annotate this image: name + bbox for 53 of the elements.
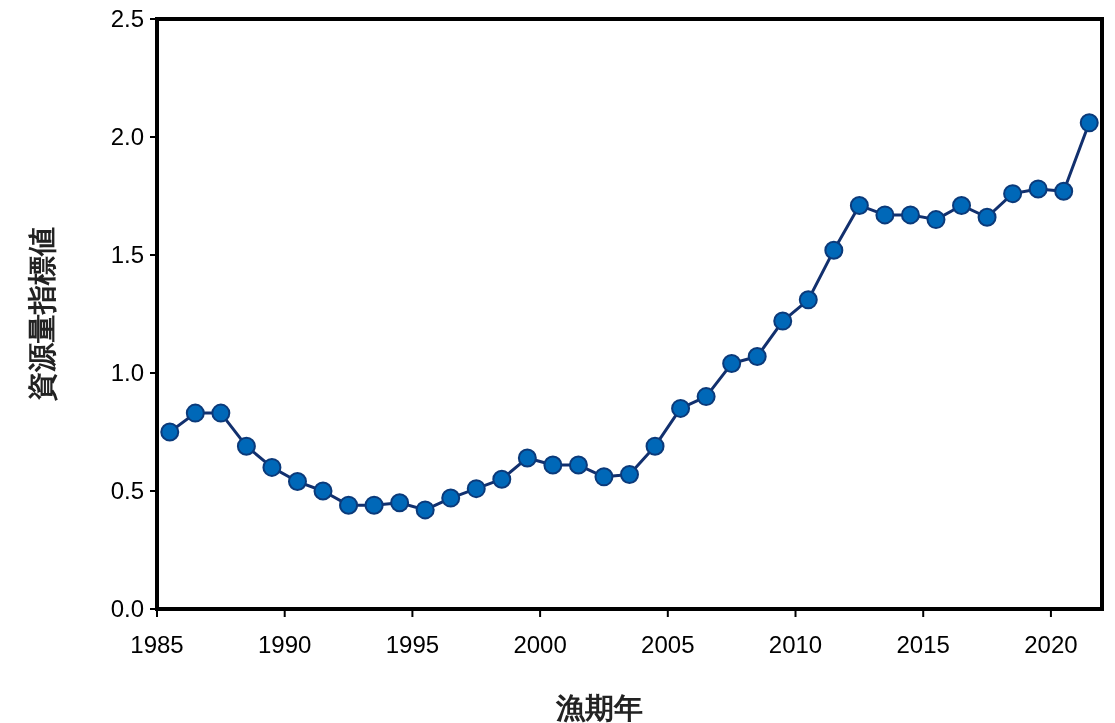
x-tick-label: 1990 xyxy=(258,631,312,658)
x-tick-label: 2020 xyxy=(1024,631,1078,658)
point xyxy=(849,195,869,215)
point xyxy=(211,403,231,423)
point xyxy=(722,354,742,374)
point xyxy=(926,210,946,230)
x-axis-title: 漁期年 xyxy=(555,691,643,723)
y-tick-label: 0.5 xyxy=(110,477,144,504)
point xyxy=(747,346,767,366)
y-tick-label: 1.0 xyxy=(110,359,144,386)
point xyxy=(696,387,716,407)
point xyxy=(798,290,818,310)
point xyxy=(313,481,333,501)
x-tick-label: 2000 xyxy=(513,631,567,658)
point xyxy=(824,240,844,260)
point xyxy=(568,455,588,475)
point xyxy=(287,472,307,492)
x-tick-label: 1995 xyxy=(385,631,440,658)
point xyxy=(773,311,793,331)
point xyxy=(517,448,537,468)
y-tick-label: 2.5 xyxy=(110,5,144,32)
point xyxy=(236,436,256,456)
point xyxy=(977,207,997,227)
x-tick-label: 2005 xyxy=(641,631,695,658)
y-tick-label: 1.5 xyxy=(110,241,144,268)
point xyxy=(492,469,512,489)
y-tick-label: 2.0 xyxy=(110,123,144,150)
point xyxy=(160,422,180,442)
point xyxy=(543,455,563,475)
x-tick-label: 2010 xyxy=(768,631,823,658)
point xyxy=(1028,179,1048,199)
point xyxy=(620,464,639,484)
point xyxy=(364,495,384,515)
point xyxy=(952,195,972,215)
point xyxy=(339,495,359,515)
point xyxy=(185,403,205,423)
point xyxy=(390,493,410,513)
x-tick-label: 2015 xyxy=(896,631,950,658)
point xyxy=(645,436,665,456)
y-axis-title: 資源量指標値 xyxy=(25,227,59,402)
point xyxy=(466,479,486,499)
point xyxy=(671,398,691,418)
point xyxy=(1079,113,1099,133)
point xyxy=(1054,181,1074,201)
point xyxy=(441,488,461,508)
point xyxy=(415,500,435,520)
point xyxy=(875,205,895,225)
point xyxy=(262,457,282,477)
y-tick-label: 0.0 xyxy=(110,595,144,622)
x-tick-label: 1985 xyxy=(130,631,184,658)
point xyxy=(900,205,920,225)
point xyxy=(594,467,614,487)
point xyxy=(1003,184,1023,204)
